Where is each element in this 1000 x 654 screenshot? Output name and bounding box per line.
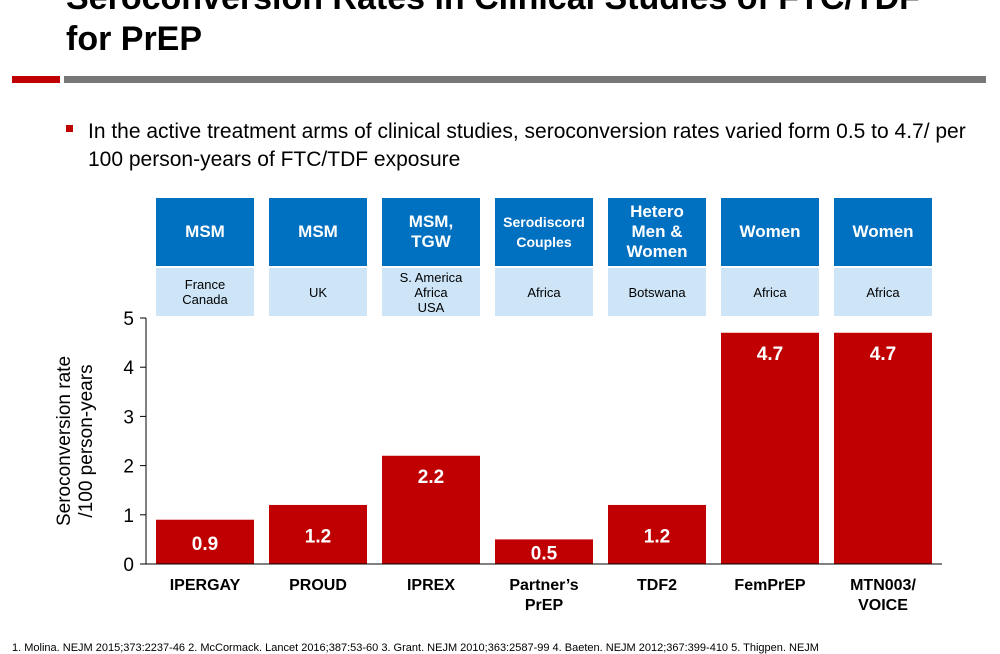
data-label: 1.2 xyxy=(644,526,670,547)
region-label: France Canada xyxy=(156,268,254,316)
category-label: PrEP xyxy=(525,597,564,614)
y-tick-label: 1 xyxy=(123,506,134,527)
population-header: MSM xyxy=(156,198,254,266)
bar xyxy=(269,504,367,564)
region-label: Africa xyxy=(495,268,593,316)
data-label: 1.2 xyxy=(305,526,331,547)
footnote: 1. Molina. NEJM 2015;373:2237-46 2. McCo… xyxy=(12,642,819,654)
category-label: PROUD xyxy=(289,577,347,594)
data-label: 4.7 xyxy=(870,344,896,365)
category-label: IPREX xyxy=(407,577,455,594)
category-label: TDF2 xyxy=(637,577,677,594)
bar xyxy=(495,539,593,564)
region-label: Africa xyxy=(834,268,932,316)
title-divider xyxy=(64,76,986,83)
population-header: Women xyxy=(721,198,819,266)
y-tick-label: 5 xyxy=(123,309,134,330)
category-label: Partner’s xyxy=(509,577,578,594)
population-header: Hetero Men & Women xyxy=(608,198,706,266)
population-header: Serodiscord Couples xyxy=(495,198,593,266)
bar xyxy=(721,332,819,564)
data-label: 0.5 xyxy=(531,544,558,565)
slide-title: Seroconversion Rates in Clinical Studies… xyxy=(66,0,920,58)
category-label: VOICE xyxy=(858,597,908,614)
bar xyxy=(608,504,706,564)
data-label: 2.2 xyxy=(418,467,444,488)
data-label: 4.7 xyxy=(757,344,783,365)
y-axis-label: /100 person-years xyxy=(76,364,97,517)
bar xyxy=(382,455,480,564)
bullet-text: In the active treatment arms of clinical… xyxy=(66,118,988,174)
region-label: Africa xyxy=(721,268,819,316)
y-axis-label: Seroconversion rate xyxy=(54,356,75,526)
population-header: Women xyxy=(834,198,932,266)
population-header: MSM, TGW xyxy=(382,198,480,266)
title-divider-accent xyxy=(12,76,60,83)
region-label: UK xyxy=(269,268,367,316)
y-tick-label: 2 xyxy=(123,457,134,478)
data-label: 0.9 xyxy=(192,534,218,555)
category-label: FemPrEP xyxy=(734,577,805,594)
region-label: S. America Africa USA xyxy=(382,268,480,316)
region-label: Botswana xyxy=(608,268,706,316)
bar xyxy=(834,332,932,564)
bar xyxy=(156,519,254,564)
y-tick-label: 4 xyxy=(123,358,134,379)
category-label: IPERGAY xyxy=(170,577,241,594)
y-tick-label: 0 xyxy=(123,555,134,576)
category-label: MTN003/ xyxy=(850,577,916,594)
population-header: MSM xyxy=(269,198,367,266)
y-tick-label: 3 xyxy=(123,407,134,428)
